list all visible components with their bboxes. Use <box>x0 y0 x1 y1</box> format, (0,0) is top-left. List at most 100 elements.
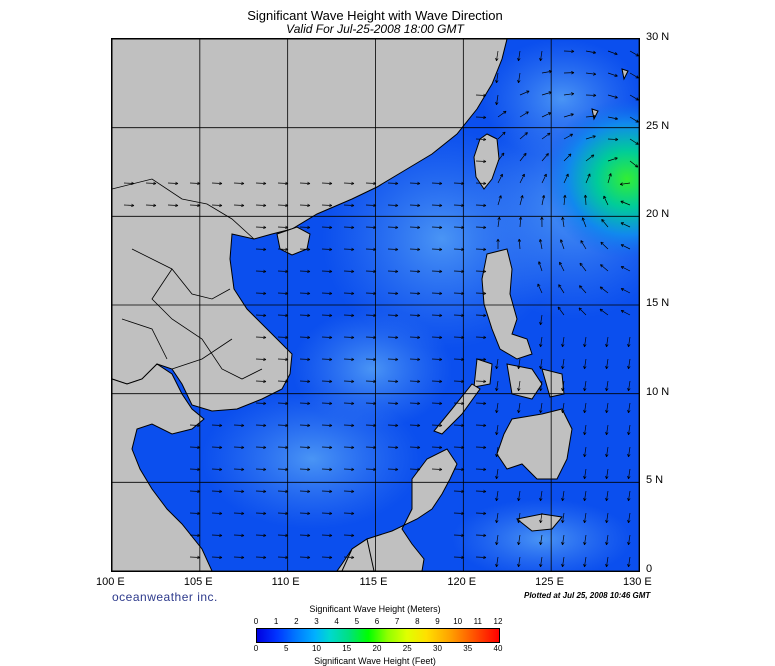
direction-arrow <box>299 467 311 472</box>
direction-arrow <box>321 269 333 274</box>
direction-arrow <box>583 446 587 458</box>
direction-arrow <box>475 357 487 362</box>
direction-arrow <box>189 445 201 450</box>
direction-arrow <box>627 336 631 348</box>
direction-arrow <box>539 380 543 392</box>
direction-arrow <box>561 490 565 502</box>
plotted-timestamp: Plotted at Jul 25, 2008 10:46 GMT <box>524 591 651 600</box>
direction-arrow <box>495 94 499 106</box>
lat-lon-grid <box>112 39 639 571</box>
direction-arrow <box>563 71 575 75</box>
colorbar-meter-label: 7 <box>394 617 400 626</box>
direction-arrow <box>497 152 505 162</box>
direction-arrow <box>321 489 333 494</box>
direction-arrow <box>517 238 522 250</box>
direction-arrow <box>387 357 399 362</box>
direction-arrow <box>431 335 443 340</box>
direction-arrow <box>123 181 135 186</box>
direction-arrow <box>145 203 157 208</box>
direction-arrow <box>541 153 549 162</box>
direction-arrow <box>321 401 333 406</box>
direction-arrow <box>387 269 399 274</box>
direction-arrow <box>387 467 399 472</box>
direction-arrow <box>365 181 377 186</box>
direction-arrow <box>497 216 501 228</box>
direction-arrow <box>583 424 587 436</box>
direction-arrow <box>517 380 521 392</box>
direction-arrow <box>453 247 465 252</box>
direction-arrow <box>583 490 587 502</box>
direction-arrow <box>321 467 333 472</box>
direction-arrow <box>607 116 619 121</box>
direction-arrow <box>255 313 267 318</box>
direction-arrow <box>495 446 499 458</box>
direction-arrow <box>343 533 355 538</box>
direction-arrow <box>475 335 487 340</box>
direction-arrow <box>539 402 543 414</box>
direction-arrow <box>431 423 443 428</box>
direction-arrow <box>497 131 506 140</box>
direction-arrow <box>475 533 487 538</box>
direction-arrow <box>233 445 245 450</box>
direction-arrow <box>189 555 201 560</box>
wave-direction-arrows <box>123 49 639 568</box>
direction-arrow <box>365 379 377 384</box>
direction-arrow <box>519 195 524 206</box>
direction-arrow <box>519 132 528 140</box>
direction-arrow <box>409 357 421 362</box>
direction-arrow <box>620 244 631 250</box>
direction-arrow <box>585 72 597 76</box>
direction-arrow <box>453 467 465 472</box>
direction-arrow <box>607 137 619 142</box>
direction-arrow <box>299 445 311 450</box>
direction-arrow <box>497 110 507 118</box>
direction-arrow <box>517 72 521 84</box>
direction-arrow <box>431 181 443 186</box>
direction-arrow <box>497 173 503 184</box>
direction-arrow <box>277 445 289 450</box>
direction-arrow <box>409 379 421 384</box>
direction-arrow <box>431 225 443 230</box>
direction-arrow <box>539 50 543 62</box>
direction-arrow <box>518 216 523 228</box>
direction-arrow <box>561 216 565 228</box>
colorbar-meter-label: 12 <box>493 617 503 626</box>
direction-arrow <box>409 467 421 472</box>
direction-arrow <box>277 181 289 186</box>
direction-arrow <box>475 137 487 142</box>
direction-arrow <box>277 533 289 538</box>
direction-arrow <box>585 50 597 55</box>
direction-arrow <box>519 111 529 118</box>
lat-label: 20 N <box>646 208 670 221</box>
direction-arrow <box>387 225 399 230</box>
direction-arrow <box>583 468 587 480</box>
direction-arrow <box>517 402 521 414</box>
direction-arrow <box>563 133 574 140</box>
direction-arrow <box>599 286 609 294</box>
direction-arrow <box>453 225 465 230</box>
direction-arrow <box>189 467 201 472</box>
direction-arrow <box>605 512 609 524</box>
lon-label: 125 E <box>535 576 564 588</box>
colorbar <box>256 628 500 643</box>
direction-arrow <box>409 445 421 450</box>
direction-arrow <box>517 556 521 568</box>
colorbar-meter-label: 10 <box>453 617 463 626</box>
direction-arrow <box>255 335 267 340</box>
direction-arrow <box>365 313 377 318</box>
direction-arrow <box>475 93 487 98</box>
direction-arrow <box>431 467 443 472</box>
direction-arrow <box>189 533 201 538</box>
direction-arrow <box>519 90 530 96</box>
direction-arrow <box>387 445 399 450</box>
direction-arrow <box>277 269 289 274</box>
wave-height-map[interactable] <box>111 38 640 572</box>
direction-arrow <box>605 424 609 436</box>
direction-arrow <box>233 203 245 208</box>
direction-arrow <box>365 401 377 406</box>
direction-arrow <box>538 261 543 272</box>
lon-label: 110 E <box>271 576 300 588</box>
direction-arrow <box>539 556 543 568</box>
direction-arrow <box>343 401 355 406</box>
direction-arrow <box>321 225 333 230</box>
